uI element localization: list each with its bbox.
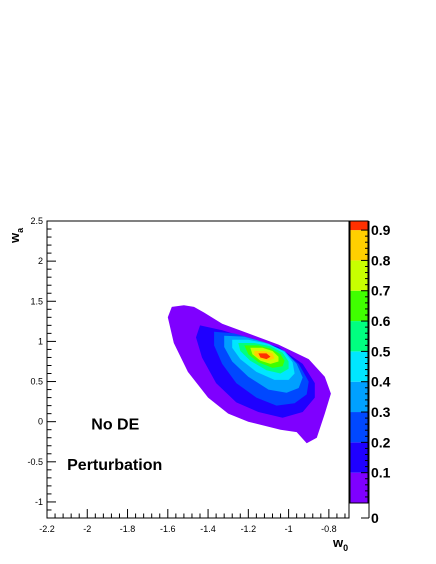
colorbar-band <box>350 321 368 352</box>
colorbar-band <box>350 412 368 443</box>
plot-annotation: No DE <box>91 417 139 434</box>
colorbar-band <box>350 260 368 291</box>
colorbar-tick-label: 0.9 <box>371 222 391 238</box>
plot-frame <box>46 220 350 519</box>
y-tick-label: -1 <box>35 497 43 507</box>
colorbar-tick-label: 0.7 <box>371 283 391 299</box>
colorbar-tick-label: 0.4 <box>371 374 391 390</box>
x-tick-label: -1 <box>285 524 293 534</box>
x-tick-label: -0.8 <box>321 524 337 534</box>
colorbar-band <box>350 230 368 261</box>
contour-fill-layer <box>167 305 331 444</box>
y-axis-title-main: w <box>7 232 22 244</box>
plot-annotation: Perturbation <box>67 457 162 474</box>
x-tick-label: -1.2 <box>241 524 257 534</box>
colorbar-tick-label: 0.8 <box>371 252 391 268</box>
y-tick-label: 1 <box>38 336 43 346</box>
y-tick-label: -0.5 <box>27 457 43 467</box>
x-axis: -2.2 -2 -1.8 -1.6 -1.4 -1.2 -1 -0.8 <box>39 509 346 534</box>
y-tick-label: 1.5 <box>30 296 43 306</box>
colorbar-frame <box>349 220 369 504</box>
y-axis-title-subscript: a <box>15 227 25 233</box>
y-axis: -1 -0.5 0 0.5 1 1.5 2 2.5 <box>27 216 56 519</box>
colorbar: 0 0.1 0.2 0.3 0.4 0.5 0.6 0.7 0.8 0.9 <box>349 220 391 526</box>
x-tick-label: -2.2 <box>39 524 55 534</box>
colorbar-band <box>350 381 368 413</box>
annotation-layer: No DE Perturbation <box>67 417 162 474</box>
colorbar-tick-label: 0.3 <box>371 404 391 420</box>
x-axis-title-main: w <box>332 535 344 550</box>
colorbar-tick-label: 0.1 <box>371 465 391 481</box>
colorbar-tick-label: 0.2 <box>371 434 391 450</box>
x-axis-title-subscript: 0 <box>343 543 348 553</box>
y-tick-label: 0 <box>38 417 43 427</box>
x-tick-label: -1.8 <box>120 524 136 534</box>
colorbar-tick-label: 0.6 <box>371 313 391 329</box>
colorbar-tick-label: 0 <box>371 510 379 526</box>
colorbar-band <box>350 472 368 503</box>
y-axis-title: wa <box>7 227 25 244</box>
x-axis-title: w0 <box>332 535 348 553</box>
colorbar-tick-label: 0.5 <box>371 343 391 359</box>
contour-level-0.9 <box>258 353 271 360</box>
x-tick-label: -2 <box>83 524 91 534</box>
colorbar-band <box>350 442 368 473</box>
colorbar-band <box>350 221 368 231</box>
x-tick-label: -1.4 <box>200 524 216 534</box>
y-tick-label: 2.5 <box>30 216 43 226</box>
colorbar-band <box>350 290 368 322</box>
colorbar-band <box>350 351 368 382</box>
y-tick-label: 2 <box>38 256 43 266</box>
y-tick-label: 0.5 <box>30 377 43 387</box>
x-tick-label: -1.6 <box>160 524 176 534</box>
